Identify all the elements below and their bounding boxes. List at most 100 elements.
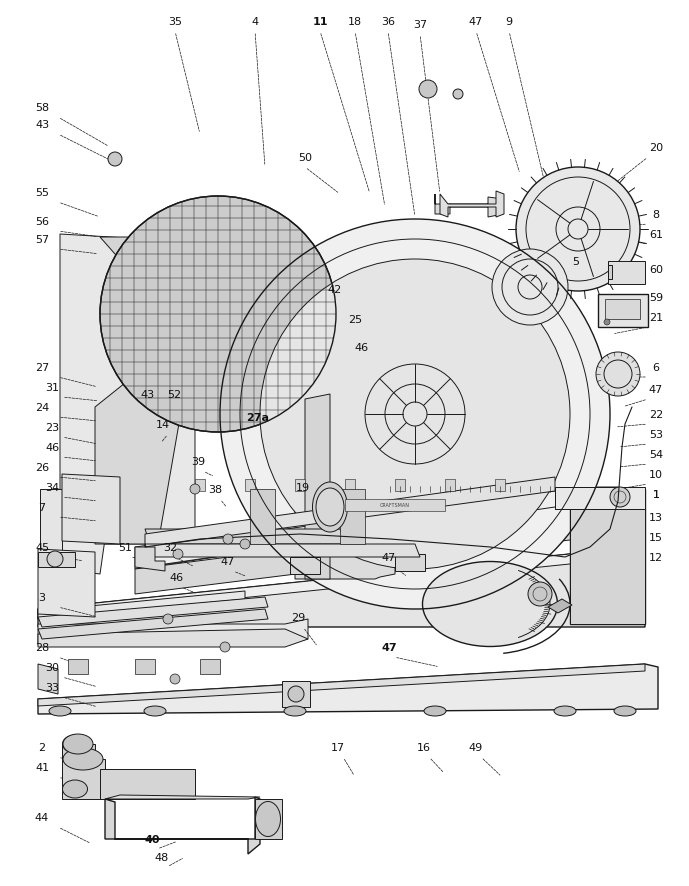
Text: 31: 31 [45, 383, 59, 392]
Polygon shape [570, 509, 645, 625]
Polygon shape [200, 659, 220, 674]
Text: 6: 6 [652, 362, 659, 373]
Circle shape [170, 674, 180, 684]
Polygon shape [38, 549, 645, 627]
Text: 29: 29 [291, 612, 305, 622]
Polygon shape [38, 664, 645, 706]
Ellipse shape [554, 706, 576, 716]
Text: 43: 43 [140, 390, 154, 400]
Text: 9: 9 [506, 17, 513, 27]
Ellipse shape [63, 748, 103, 770]
Polygon shape [555, 487, 618, 509]
Text: 5: 5 [573, 257, 579, 267]
Text: 4: 4 [251, 17, 258, 27]
Ellipse shape [614, 706, 636, 716]
Text: 30: 30 [45, 662, 59, 672]
Circle shape [163, 614, 173, 625]
Circle shape [100, 197, 336, 432]
Polygon shape [135, 508, 618, 595]
Ellipse shape [63, 780, 88, 798]
Text: 54: 54 [649, 449, 663, 460]
Circle shape [220, 220, 610, 610]
Polygon shape [62, 379, 185, 567]
Text: 36: 36 [381, 17, 395, 27]
Polygon shape [605, 299, 640, 320]
Polygon shape [62, 475, 120, 544]
Text: 27: 27 [35, 362, 49, 373]
Circle shape [610, 487, 630, 508]
Ellipse shape [144, 706, 166, 716]
Text: 24: 24 [35, 402, 49, 413]
Polygon shape [290, 557, 320, 574]
Polygon shape [445, 479, 455, 492]
Polygon shape [608, 261, 645, 284]
Text: 35: 35 [168, 17, 182, 27]
Polygon shape [105, 795, 260, 799]
Text: 27a: 27a [247, 413, 269, 423]
Text: 11: 11 [312, 17, 328, 27]
Polygon shape [38, 552, 75, 567]
Polygon shape [598, 295, 648, 328]
Circle shape [288, 687, 304, 703]
Text: 53: 53 [649, 430, 663, 439]
Circle shape [492, 250, 568, 326]
Text: 18: 18 [348, 17, 362, 27]
Polygon shape [135, 487, 618, 570]
Text: 47: 47 [469, 17, 483, 27]
Circle shape [453, 89, 463, 100]
Polygon shape [135, 659, 155, 674]
Text: 47: 47 [382, 552, 396, 563]
Text: 26: 26 [35, 462, 49, 472]
Polygon shape [62, 759, 105, 799]
Ellipse shape [313, 483, 347, 532]
Circle shape [190, 485, 200, 494]
Text: 32: 32 [163, 542, 177, 552]
Text: 1: 1 [652, 489, 659, 500]
Polygon shape [295, 479, 305, 492]
Ellipse shape [49, 706, 71, 716]
Text: 2: 2 [39, 742, 45, 752]
Polygon shape [38, 610, 268, 640]
Text: 33: 33 [45, 682, 59, 692]
Text: 51: 51 [118, 542, 132, 552]
Text: 10: 10 [649, 470, 663, 479]
Polygon shape [345, 479, 355, 492]
Polygon shape [250, 489, 275, 544]
Text: 38: 38 [208, 485, 222, 494]
Polygon shape [100, 237, 195, 272]
Text: 59: 59 [649, 292, 663, 303]
Text: 41: 41 [35, 762, 49, 772]
Circle shape [223, 534, 233, 544]
Text: 15: 15 [649, 532, 663, 542]
Circle shape [516, 167, 640, 291]
Polygon shape [395, 555, 425, 571]
Ellipse shape [316, 488, 344, 526]
Polygon shape [38, 591, 245, 619]
Polygon shape [38, 664, 58, 695]
Text: 47: 47 [649, 385, 663, 394]
Text: 47: 47 [381, 642, 397, 652]
Text: 60: 60 [649, 265, 663, 275]
Polygon shape [282, 681, 310, 707]
Polygon shape [295, 385, 395, 579]
Ellipse shape [63, 735, 88, 753]
Text: 52: 52 [167, 390, 181, 400]
Circle shape [596, 353, 640, 397]
Text: 46: 46 [45, 442, 59, 453]
Polygon shape [495, 479, 505, 492]
Text: 1: 1 [652, 489, 659, 500]
Text: CRAFTSMAN: CRAFTSMAN [380, 503, 410, 508]
Polygon shape [255, 799, 282, 839]
Polygon shape [95, 379, 185, 544]
Text: 48: 48 [155, 852, 169, 862]
Polygon shape [435, 195, 503, 218]
Polygon shape [62, 744, 88, 789]
Text: 37: 37 [413, 20, 427, 30]
Polygon shape [145, 530, 345, 544]
Polygon shape [135, 548, 165, 571]
Circle shape [173, 549, 183, 559]
Polygon shape [345, 500, 445, 511]
Polygon shape [305, 394, 330, 579]
Text: 47: 47 [221, 556, 235, 566]
Polygon shape [395, 479, 405, 492]
